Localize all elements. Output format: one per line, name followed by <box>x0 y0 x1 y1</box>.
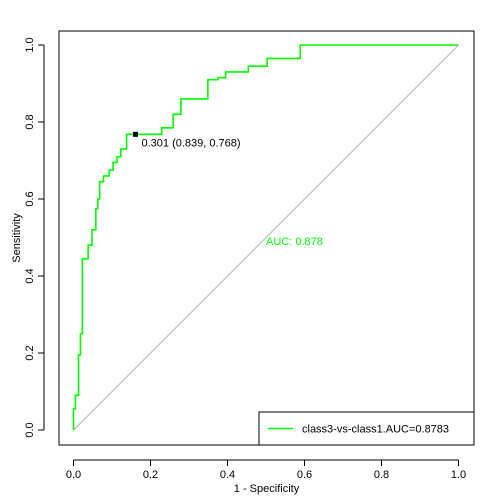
y-tick-label: 0.8 <box>24 114 36 129</box>
threshold-point <box>132 131 138 137</box>
x-tick-label: 0.2 <box>143 469 158 481</box>
y-axis-title: Sensitivity <box>11 213 23 263</box>
legend-box <box>258 411 475 446</box>
x-axis-title: 1 - Specificity <box>234 483 300 495</box>
threshold-label: 0.301 (0.839, 0.768) <box>141 137 240 149</box>
x-tick-label: 0.6 <box>297 469 312 481</box>
auc-label: AUC: 0.878 <box>266 236 323 248</box>
y-tick-label: 0.0 <box>24 422 36 437</box>
x-tick-label: 0.8 <box>374 469 389 481</box>
legend-label: class3-vs-class1.AUC=0.8783 <box>302 424 449 436</box>
diagonal-reference-line <box>73 44 459 431</box>
plot-area <box>72 44 459 431</box>
x-tick-label: 0.4 <box>220 469 235 481</box>
x-tick-label: 0.0 <box>66 469 81 481</box>
legend: class3-vs-class1.AUC=0.8783 <box>258 411 475 446</box>
roc-curve-line <box>72 44 459 430</box>
y-tick-label: 0.4 <box>24 268 36 283</box>
x-tick-label: 1.0 <box>451 469 466 481</box>
y-tick-label: 0.2 <box>24 345 36 360</box>
y-tick-label: 0.6 <box>24 191 36 206</box>
labels: 1 - Specificity Sensitivity 0.301 (0.839, … <box>11 137 323 495</box>
y-tick-label: 1.0 <box>24 37 36 52</box>
